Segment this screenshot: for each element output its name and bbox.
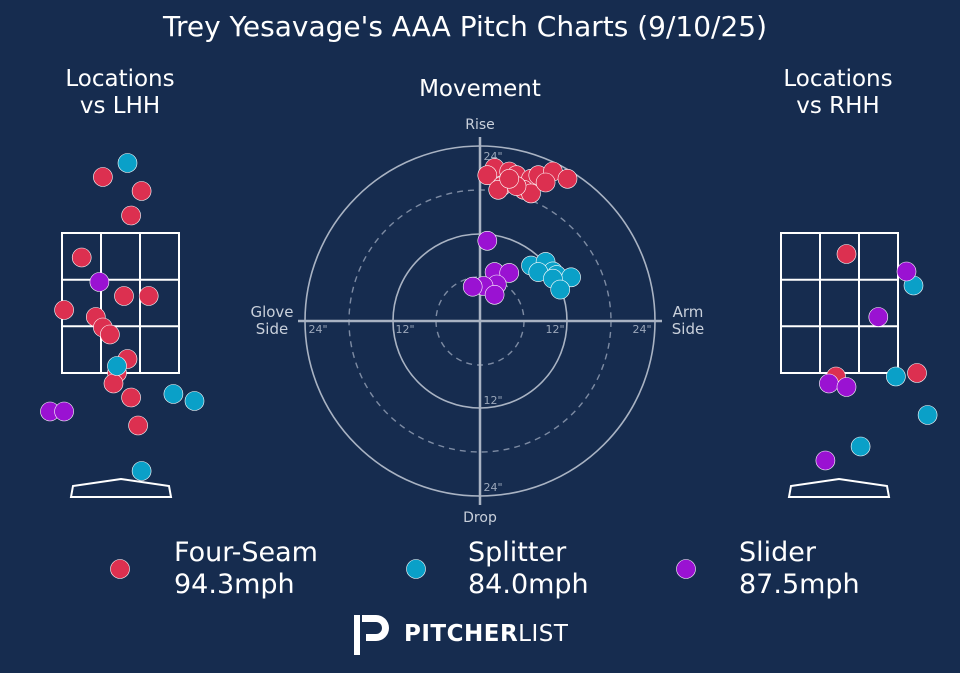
pitch-splitter-point	[131, 461, 152, 481]
ring-label-24-left: 24"	[308, 323, 327, 336]
pitch-four-seam-point	[71, 247, 92, 268]
legend-name: Splitter	[468, 537, 567, 568]
pitch-splitter-point	[917, 405, 938, 425]
pitch-splitter-point	[850, 436, 871, 457]
pitch-four-seam-point	[100, 324, 120, 345]
pitch-slider-point	[54, 401, 74, 422]
brand-name-light: LIST	[518, 621, 569, 647]
legend-item-four-seam: Four-Seam 94.3mph	[174, 537, 318, 601]
pitch-slider-point	[89, 272, 110, 292]
pitch-splitter-point	[886, 366, 906, 387]
movement-four-seam-point	[557, 169, 578, 189]
pitch-four-seam-point	[54, 300, 74, 320]
pitcherlist-logo-icon	[354, 615, 389, 655]
legend-speed: 94.3mph	[174, 569, 295, 600]
legend-item-slider: Slider 87.5mph	[739, 537, 860, 601]
ring-label-12-right: 12"	[545, 323, 564, 336]
ring-label-24-right: 24"	[632, 323, 651, 336]
movement-splitter-point	[550, 279, 571, 300]
pitch-slider-point	[819, 373, 839, 394]
pitch-four-seam-point	[103, 373, 124, 394]
movement-slider-point	[499, 263, 520, 283]
legend-marker-splitter	[406, 559, 426, 579]
ring-label-12-left: 12"	[395, 323, 414, 336]
movement-labels: Rise Drop Glove Side Arm Side 24" 24" 12" …	[250, 117, 704, 526]
ring-label-24-bottom: 24"	[483, 481, 502, 494]
lhh-panel-title: Locations vs LHH	[65, 66, 175, 119]
lhh-points-layer	[40, 153, 205, 481]
legend-speed: 84.0mph	[468, 569, 589, 600]
legend-marker-slider	[676, 559, 696, 579]
pitch-four-seam-point	[121, 387, 141, 408]
legend-item-splitter: Splitter 84.0mph	[468, 537, 589, 601]
pitch-slider-point	[836, 377, 857, 397]
legend-name: Four-Seam	[174, 537, 318, 568]
legend-name: Slider	[739, 537, 816, 568]
pitch-four-seam-point	[138, 286, 159, 306]
rhh-home-plate	[787, 477, 891, 498]
legend-marker-four-seam	[110, 559, 130, 579]
pitch-splitter-point	[184, 391, 205, 411]
pitch-slider-point	[815, 450, 836, 471]
ring-label-12-bottom: 12"	[483, 394, 502, 407]
pitch-four-seam-point	[907, 363, 927, 383]
pitch-slider-point	[868, 307, 889, 327]
rhh-points-layer	[815, 244, 938, 471]
movement-slider-point	[462, 276, 483, 297]
pitch-splitter-point	[117, 153, 138, 173]
pitch-four-seam-point	[131, 181, 152, 201]
pitch-four-seam-point	[93, 167, 113, 187]
chart-title: Trey Yesavage's AAA Pitch Charts (9/10/2…	[162, 10, 768, 43]
pitch-four-seam-point	[114, 286, 134, 306]
pitch-four-seam-point	[128, 415, 148, 436]
brand-name-bold: PITCHER	[404, 621, 519, 647]
pitch-four-seam-point	[121, 205, 141, 226]
drop-label: Drop	[463, 510, 497, 526]
legend-speed: 87.5mph	[739, 569, 860, 600]
glove-side-label: Glove Side	[250, 303, 293, 338]
movement-four-seam-point	[499, 169, 520, 189]
movement-panel-title: Movement	[419, 76, 541, 102]
movement-grid	[298, 137, 662, 505]
pitch-splitter-point	[107, 356, 127, 376]
pitch-splitter-point	[163, 384, 184, 404]
pitch-slider-point	[896, 261, 917, 282]
movement-four-seam-point	[477, 165, 498, 185]
rise-label: Rise	[465, 117, 495, 133]
movement-points-layer	[462, 158, 581, 305]
rhh-panel-title: Locations vs RHH	[783, 66, 893, 119]
movement-slider-point	[477, 231, 498, 251]
pitcherlist-logo: PITCHER LIST	[352, 612, 568, 656]
movement-four-seam-point	[535, 172, 556, 193]
lhh-home-plate	[69, 477, 173, 498]
pitch-four-seam-point	[836, 244, 857, 264]
arm-side-label: Arm Side	[672, 303, 704, 338]
movement-slider-point	[484, 284, 505, 305]
